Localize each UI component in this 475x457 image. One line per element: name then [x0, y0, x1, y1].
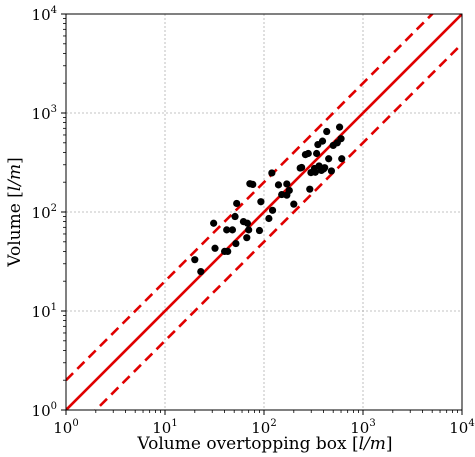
ticks: 100 101 102 103 104 100 101 102 103 104: [32, 5, 475, 437]
y-tick-label: 101: [32, 302, 57, 321]
data-point: [243, 219, 252, 227]
data-point: [223, 226, 231, 234]
x-tick-label: 103: [350, 418, 375, 437]
data-point: [285, 186, 293, 195]
data-point: [323, 127, 331, 136]
data-point: [265, 214, 273, 223]
data-point: [255, 226, 264, 235]
x-tick-label: 101: [152, 418, 177, 437]
data-point: [245, 226, 253, 234]
data-point: [335, 123, 344, 131]
data-points: [191, 123, 346, 276]
data-point: [338, 155, 346, 163]
data-point: [197, 268, 205, 276]
data-point: [311, 168, 319, 176]
reference-line-solid: [66, 14, 462, 410]
data-point: [211, 244, 219, 252]
x-tick-label: 104: [449, 418, 474, 437]
data-point: [257, 198, 265, 206]
data-point: [337, 135, 345, 143]
data-point: [268, 206, 277, 214]
data-point: [243, 234, 251, 242]
data-point: [231, 212, 239, 221]
data-point: [210, 219, 218, 227]
data-point: [321, 164, 329, 172]
data-point: [290, 200, 298, 208]
reference-lines: [66, 14, 462, 410]
y-tick-label: 100: [32, 401, 57, 420]
y-axis-label: Volume [l/m]: [5, 157, 25, 268]
y-tick-label: 102: [32, 203, 57, 222]
data-point: [274, 181, 283, 189]
data-point: [249, 180, 257, 189]
data-point: [228, 226, 237, 234]
data-point: [268, 169, 276, 177]
x-tick-label: 102: [251, 418, 276, 437]
data-point: [304, 149, 312, 158]
x-axis-label: Volume overtopping box [l/m]: [136, 434, 392, 454]
x-tick-label: 100: [53, 418, 78, 437]
data-point: [283, 180, 291, 188]
data-point: [306, 185, 314, 193]
data-point: [233, 199, 241, 208]
data-point: [298, 163, 306, 172]
data-point: [313, 149, 321, 158]
data-point: [191, 256, 199, 264]
reference-line-dashed: [66, 14, 435, 382]
data-point: [327, 167, 336, 175]
reference-line-dashed: [93, 42, 462, 410]
data-point: [318, 137, 327, 145]
y-tick-label: 104: [32, 5, 57, 24]
data-point: [232, 239, 240, 248]
data-point: [325, 155, 333, 163]
data-point: [224, 247, 232, 255]
y-tick-label: 103: [32, 104, 57, 123]
